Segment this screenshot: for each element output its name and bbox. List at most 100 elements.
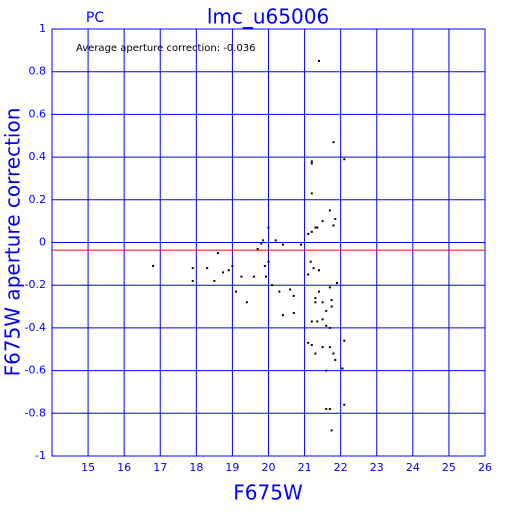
point bbox=[231, 264, 234, 267]
corner-label: PC bbox=[86, 10, 104, 26]
point bbox=[341, 367, 344, 370]
point bbox=[321, 318, 324, 321]
point bbox=[292, 311, 295, 314]
point bbox=[278, 290, 281, 293]
point bbox=[314, 352, 317, 355]
point bbox=[240, 275, 243, 278]
point bbox=[314, 226, 317, 229]
chart-title: lmc_u65006 bbox=[207, 5, 329, 29]
y-axis-label: F675W aperture correction bbox=[1, 108, 25, 377]
point bbox=[216, 252, 219, 255]
point bbox=[318, 290, 321, 293]
point bbox=[325, 324, 328, 327]
point bbox=[330, 305, 333, 308]
point bbox=[281, 314, 284, 317]
point bbox=[307, 232, 310, 235]
point bbox=[222, 271, 225, 274]
annotation: Average aperture correction: -0.036 bbox=[76, 43, 256, 54]
point bbox=[330, 299, 333, 302]
point bbox=[318, 269, 321, 272]
y-tick-label: 0 bbox=[39, 236, 46, 249]
x-tick-label: 17 bbox=[153, 461, 167, 474]
point bbox=[343, 403, 346, 406]
point bbox=[343, 158, 346, 161]
point bbox=[316, 226, 319, 229]
point bbox=[256, 247, 259, 250]
point bbox=[312, 267, 315, 270]
point bbox=[309, 260, 312, 263]
point bbox=[328, 408, 331, 411]
point bbox=[343, 339, 346, 342]
point bbox=[332, 352, 335, 355]
x-tick-label: 15 bbox=[81, 461, 95, 474]
y-tick-label: 0.8 bbox=[29, 65, 47, 78]
point bbox=[191, 267, 194, 270]
y-tick-label: -0.6 bbox=[25, 364, 46, 377]
point bbox=[321, 346, 324, 349]
y-tick-label: 0.6 bbox=[29, 107, 47, 120]
point bbox=[235, 290, 238, 293]
point bbox=[328, 346, 331, 349]
y-tick-label: 1 bbox=[39, 22, 46, 35]
point bbox=[332, 141, 335, 144]
point bbox=[314, 301, 317, 304]
point bbox=[263, 264, 266, 267]
point bbox=[310, 320, 313, 323]
point bbox=[253, 275, 256, 278]
point bbox=[213, 279, 216, 282]
point bbox=[314, 297, 317, 300]
y-tick-label: -1 bbox=[35, 449, 46, 462]
y-tick-label: -0.8 bbox=[25, 406, 46, 419]
point bbox=[310, 192, 313, 195]
point bbox=[274, 239, 277, 242]
y-tick-label: 0.4 bbox=[29, 150, 47, 163]
x-tick-label: 24 bbox=[406, 461, 420, 474]
y-tick-label: 0.2 bbox=[29, 193, 47, 206]
point bbox=[325, 369, 328, 372]
point bbox=[307, 341, 310, 344]
point bbox=[336, 282, 339, 285]
point bbox=[334, 358, 337, 361]
x-tick-label: 26 bbox=[478, 461, 492, 474]
x-tick-label: 19 bbox=[225, 461, 239, 474]
point bbox=[260, 242, 263, 245]
point bbox=[328, 209, 331, 212]
x-tick-label: 25 bbox=[442, 461, 456, 474]
x-tick-label: 16 bbox=[117, 461, 131, 474]
point bbox=[318, 60, 321, 63]
point bbox=[334, 218, 337, 221]
point bbox=[310, 160, 313, 163]
point bbox=[191, 279, 194, 282]
point bbox=[262, 239, 265, 242]
x-tick-label: 18 bbox=[189, 461, 203, 474]
point bbox=[328, 286, 331, 289]
point bbox=[325, 309, 328, 312]
point bbox=[281, 243, 284, 246]
y-tick-label: -0.4 bbox=[25, 321, 46, 334]
point bbox=[316, 320, 319, 323]
point bbox=[307, 273, 310, 276]
x-tick-label: 21 bbox=[298, 461, 312, 474]
x-tick-label: 20 bbox=[262, 461, 276, 474]
y-tick-label: -0.2 bbox=[25, 278, 46, 291]
point bbox=[245, 301, 248, 304]
x-axis-label: F675W bbox=[233, 481, 303, 505]
point bbox=[325, 408, 328, 411]
point bbox=[330, 429, 333, 432]
point bbox=[299, 243, 302, 246]
point bbox=[227, 269, 230, 272]
point bbox=[267, 226, 270, 229]
point bbox=[332, 224, 335, 227]
point bbox=[206, 267, 209, 270]
point bbox=[310, 343, 313, 346]
x-tick-label: 23 bbox=[370, 461, 384, 474]
point bbox=[152, 264, 155, 267]
point bbox=[264, 275, 267, 278]
point bbox=[310, 230, 313, 233]
point bbox=[321, 220, 324, 223]
point bbox=[310, 162, 313, 165]
point bbox=[289, 288, 292, 291]
x-tick-label: 22 bbox=[334, 461, 348, 474]
point bbox=[267, 260, 270, 263]
